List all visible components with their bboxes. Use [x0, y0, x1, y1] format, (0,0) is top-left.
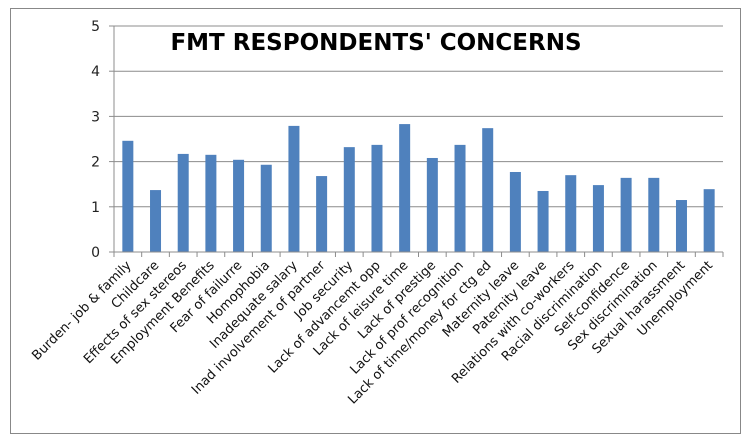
bar — [316, 176, 328, 252]
bar — [537, 190, 549, 252]
bar — [454, 144, 466, 252]
y-tick-label: 5 — [91, 19, 100, 35]
chart-title: FMT RESPONDENTS' CONCERNS — [170, 30, 581, 56]
bar — [150, 190, 162, 252]
bar — [592, 185, 604, 252]
bar — [177, 153, 189, 252]
bar — [399, 124, 411, 252]
bars — [122, 124, 715, 252]
bar — [620, 177, 632, 252]
bar — [509, 171, 521, 252]
bar — [565, 175, 577, 252]
y-tick-label: 4 — [91, 64, 100, 80]
y-axis: 0 1 2 3 4 5 — [91, 19, 115, 261]
bar — [288, 125, 300, 252]
bar — [343, 147, 355, 252]
bar — [675, 200, 687, 252]
y-tick-label: 2 — [91, 155, 100, 171]
bar — [122, 140, 134, 252]
bar — [233, 159, 245, 252]
bar — [260, 164, 272, 252]
y-tick-label: 1 — [91, 200, 100, 216]
bar — [648, 177, 660, 252]
bar — [703, 189, 715, 252]
bar — [426, 157, 438, 252]
bar — [482, 128, 494, 252]
y-tick-label: 0 — [91, 245, 100, 261]
bar — [205, 154, 217, 252]
bar — [371, 144, 383, 252]
y-tick-label: 3 — [91, 109, 100, 125]
